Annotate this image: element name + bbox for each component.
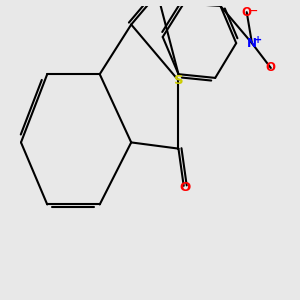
Text: O: O xyxy=(266,61,276,74)
Text: +: + xyxy=(254,34,262,44)
Text: S: S xyxy=(174,74,183,87)
Text: O: O xyxy=(242,6,252,19)
Text: O: O xyxy=(180,181,191,194)
Text: −: − xyxy=(250,6,258,16)
Text: N: N xyxy=(247,37,257,50)
